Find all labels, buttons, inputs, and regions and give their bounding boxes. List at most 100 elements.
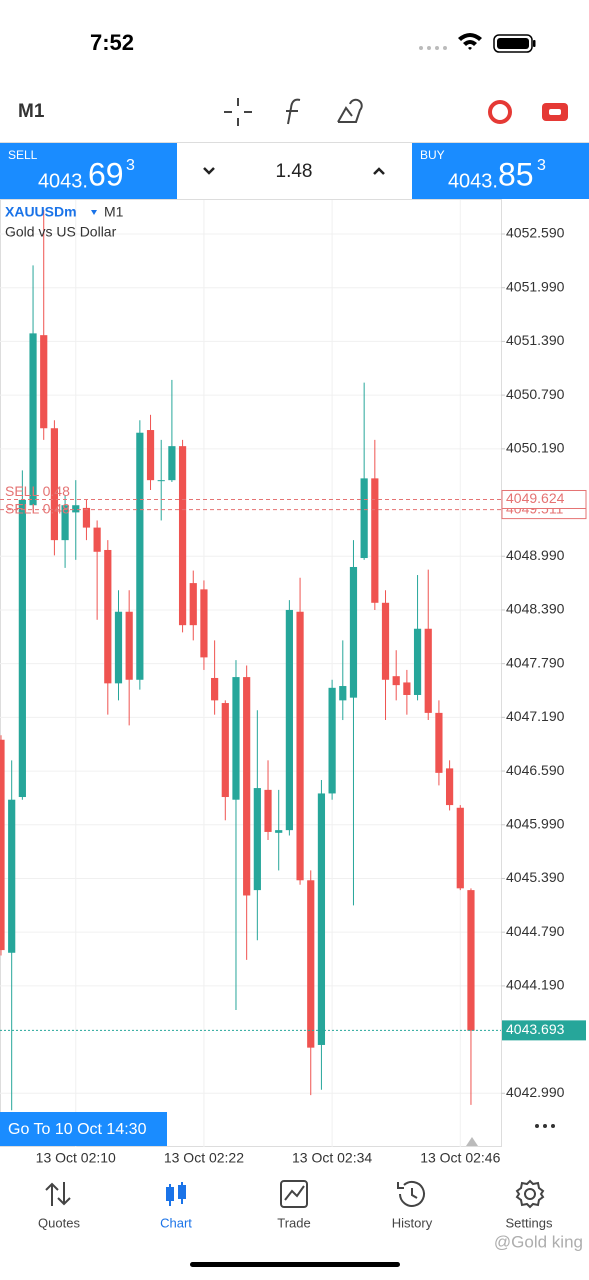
candle-body [50, 428, 59, 541]
candle-body [40, 335, 48, 429]
tab-label[interactable]: Trade [277, 1215, 310, 1230]
tab-label[interactable]: Chart [160, 1215, 192, 1230]
candle-body [253, 788, 261, 891]
candle-body [435, 712, 443, 773]
candle-body [413, 628, 422, 695]
buy-price-sup: 3 [537, 157, 546, 174]
y-tick-label: 4044.790 [506, 923, 565, 939]
candle-body [200, 589, 208, 658]
candle-body [317, 793, 326, 1045]
candle-body [114, 611, 123, 684]
buy-price: 4043. [448, 170, 498, 192]
candle-body [189, 583, 197, 626]
candle-body [168, 446, 176, 481]
chart-timeframe: M1 [104, 204, 124, 220]
go-to-text[interactable]: Go To 10 Oct 14:30 [8, 1121, 147, 1138]
volume[interactable]: 1.48 [276, 161, 313, 182]
y-tick-label: 4051.990 [506, 278, 565, 294]
candle-body [243, 677, 251, 896]
candle-body [178, 446, 187, 626]
candle-body [125, 611, 133, 680]
buy-price-big: 85 [498, 156, 534, 192]
y-tick-label: 4052.590 [506, 225, 565, 241]
candle-body [445, 768, 454, 806]
y-tick-label: 4048.390 [506, 601, 565, 617]
candle-body [232, 677, 240, 800]
candle-body [328, 687, 336, 794]
candle-body [211, 677, 219, 701]
candle-body [18, 499, 26, 798]
y-tick-label: 4047.790 [506, 654, 565, 670]
volume-up[interactable] [373, 167, 385, 175]
candle-body [61, 505, 69, 541]
y-tick-label: 4042.990 [506, 1084, 565, 1100]
plot-area [0, 200, 501, 1147]
symbol-dropdown[interactable] [91, 210, 97, 215]
toolbar-timeframe[interactable]: M1 [18, 101, 45, 122]
candle-body [136, 432, 144, 680]
x-tick-label: 13 Oct 02:22 [164, 1150, 244, 1166]
sell-label: SELL [8, 148, 38, 162]
buy-label: BUY [420, 148, 445, 162]
candle-body [264, 789, 272, 832]
sell-button[interactable] [0, 143, 177, 199]
buy-button[interactable] [412, 143, 589, 199]
chart-frame [0, 199, 502, 1147]
candle-body [157, 480, 165, 482]
candle-body [8, 799, 16, 953]
order-price-box [501, 489, 587, 509]
candle-body [285, 609, 293, 831]
home-indicator [190, 1262, 400, 1267]
chart-subtitle: Gold vs US Dollar [5, 224, 117, 240]
y-tick-label: 4048.990 [506, 547, 565, 563]
status-time: 7:52 [90, 30, 134, 55]
tab-label[interactable]: Quotes [38, 1215, 80, 1230]
candle-body [296, 611, 304, 881]
sell-price-sup: 3 [126, 157, 135, 174]
y-tick-label: 4050.790 [506, 386, 565, 402]
chart-symbol[interactable]: XAUUSDm [5, 204, 77, 220]
y-tick-label: 4047.190 [506, 708, 565, 724]
current-price-box [502, 1020, 586, 1041]
candle-body [467, 890, 475, 1031]
current-price-label: 4043.693 [506, 1021, 565, 1037]
go-to-button[interactable] [0, 1112, 167, 1146]
candle-body [29, 333, 37, 506]
y-tick-label: 4046.590 [506, 762, 565, 778]
candle-body [93, 527, 101, 552]
tab-label[interactable]: History [392, 1215, 433, 1230]
order-label: SELL 0.48 [5, 500, 70, 516]
candle-body [392, 676, 400, 686]
candle-body [275, 830, 283, 833]
x-tick-label: 13 Oct 02:34 [292, 1150, 372, 1166]
candle-body [72, 505, 80, 513]
watermark: @Gold king [494, 1232, 583, 1251]
candle-body [104, 549, 112, 684]
candle-body [82, 507, 91, 528]
toolbar-icons[interactable] [224, 98, 568, 126]
candle-body [381, 602, 390, 680]
sell-price-big: 69 [88, 156, 124, 192]
candle-body [0, 739, 5, 951]
candle-body [403, 682, 411, 695]
candle-body [339, 686, 347, 701]
tab-label[interactable]: Settings [506, 1215, 553, 1230]
y-tick-label: 4045.390 [506, 869, 565, 885]
candle-body [307, 880, 315, 1048]
candle-body [424, 628, 432, 713]
more-menu[interactable] [535, 1124, 555, 1128]
candle-body [456, 807, 464, 889]
tab-icons[interactable] [45, 1179, 545, 1209]
candle-body [371, 478, 379, 603]
y-tick-label: 4051.390 [506, 332, 565, 348]
volume-down[interactable] [203, 167, 215, 175]
sell-price: 4043. [38, 170, 88, 192]
x-tick-label: 13 Oct 02:46 [420, 1150, 500, 1166]
candle-body [349, 566, 358, 698]
y-tick-label: 4044.190 [506, 977, 565, 993]
shift-marker [466, 1137, 478, 1146]
candle-body [146, 430, 155, 481]
candle-body [360, 478, 368, 559]
